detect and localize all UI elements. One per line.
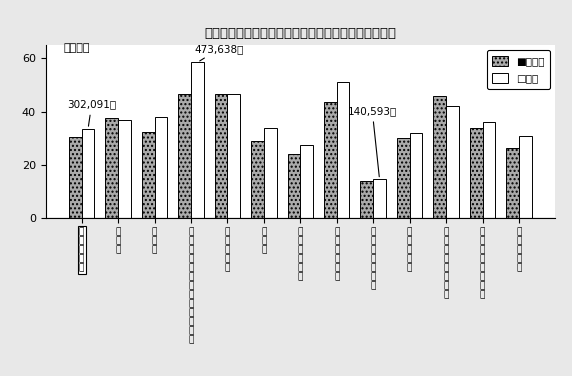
Bar	[82, 129, 94, 218]
Text: 302,091円: 302,091円	[67, 100, 116, 126]
Text: 473,638円: 473,638円	[194, 44, 244, 61]
Bar	[324, 102, 337, 218]
Bar	[191, 62, 204, 218]
Bar	[69, 137, 82, 218]
Text: （万円）: （万円）	[63, 43, 90, 53]
Bar	[446, 106, 459, 218]
Bar	[251, 141, 264, 218]
Bar	[142, 132, 154, 218]
Bar	[228, 94, 240, 218]
Bar	[434, 96, 446, 218]
Bar	[214, 94, 228, 218]
Bar	[118, 120, 131, 218]
Bar	[519, 136, 532, 218]
Bar	[410, 133, 422, 218]
Bar	[397, 138, 410, 218]
Bar	[178, 94, 191, 218]
Title: 図－２　産業別現金給与総額（事業所規模５人以上）: 図－２ 産業別現金給与総額（事業所規模５人以上）	[204, 27, 396, 40]
Bar	[288, 154, 300, 218]
Text: 140,593円: 140,593円	[348, 106, 397, 177]
Bar	[264, 127, 277, 218]
Bar	[105, 118, 118, 218]
Bar	[470, 127, 483, 218]
Bar	[506, 147, 519, 218]
Legend: ■岨阜県, □全国: ■岨阜県, □全国	[487, 50, 550, 89]
Bar	[483, 122, 495, 218]
Bar	[373, 179, 386, 218]
Bar	[360, 181, 373, 218]
Bar	[337, 82, 349, 218]
Bar	[154, 117, 167, 218]
Bar	[300, 145, 313, 218]
